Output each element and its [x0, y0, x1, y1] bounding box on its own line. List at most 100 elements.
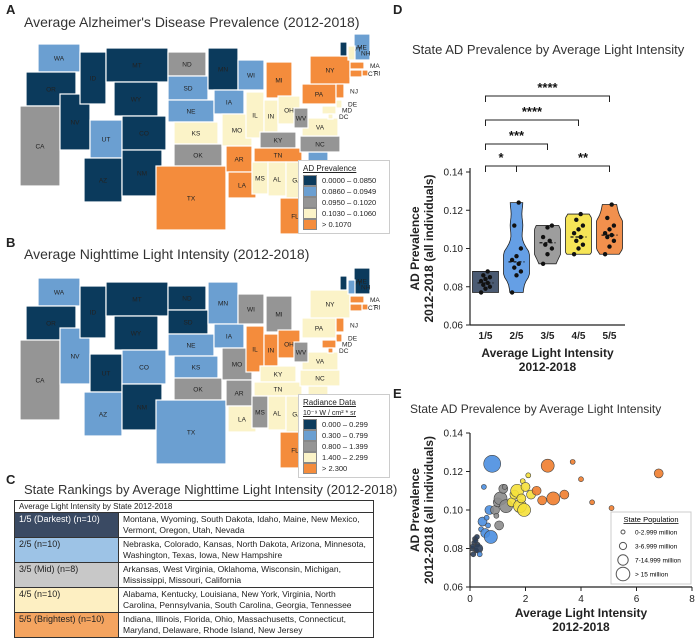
panel-d-letter: D [393, 2, 403, 17]
scatter-point [546, 491, 561, 506]
rankings-row: 3/5 (Mid) (n=8) Arkansas, West Virginia, … [14, 562, 374, 588]
violin-point [607, 227, 612, 232]
legend-b-swatch [303, 452, 317, 463]
map-b-label-oh: OH [284, 342, 294, 349]
map-a-state-wa [37, 43, 81, 73]
scatter-point [473, 543, 484, 554]
map-a-label-vt: VT [353, 47, 361, 54]
map-a-label-az: AZ [99, 178, 107, 185]
scatter-y-tick-label: 0.06 [444, 583, 464, 594]
map-a-state-tx [155, 165, 227, 231]
violin-point [512, 265, 517, 270]
map-a-label-wa: WA [54, 56, 65, 63]
legend-b-subtitle: 10⁻⁹ W / cm² * sr [303, 410, 356, 417]
map-b-label-ma: MA [370, 297, 380, 304]
rankings-tier: 5/5 (Brightest) (n=10) [14, 612, 119, 638]
scatter-x-tick-label: 2 [523, 594, 529, 605]
map-a-state-wi [237, 59, 265, 91]
scatter-x-tick-label: 4 [578, 594, 584, 605]
map-a-state-co [121, 115, 167, 151]
rankings-states: Nebraska, Colorado, Kansas, North Dakota… [118, 537, 374, 563]
violin-point [518, 269, 524, 274]
scatter-point [608, 505, 615, 511]
map-b-label-ky: KY [274, 372, 283, 379]
violin-point [571, 252, 577, 257]
map-b-state-nm [121, 383, 163, 431]
scatter-y-tick-label: 0.10 [444, 506, 464, 517]
map-b-state-mt [105, 281, 169, 317]
map-b-label-dc: DC [339, 348, 349, 355]
map-b-label-mo: MO [232, 362, 242, 369]
map-b-label-il: IL [252, 347, 258, 354]
map-a-state-wv [293, 107, 309, 129]
map-a: WA OR CA NV ID MT WY UT CO AZ NM ND SD NE KS OK TX MN IA MO… [19, 33, 381, 235]
violin-point [578, 211, 583, 217]
map-a-label-ri: RI [374, 71, 381, 78]
scatter-point [484, 530, 498, 544]
map-a-label-or: OR [46, 87, 56, 94]
map-a-label-ca: CA [35, 144, 45, 151]
map-b-label-ne: NE [186, 343, 196, 350]
violin-chart: 0.06 0.08 0.10 0.12 0.14 1/5 2/5 3/5 4/5 5/5 Avera… [408, 80, 625, 374]
map-b-state-la [227, 405, 257, 433]
violin-point [547, 238, 552, 244]
violin-x-tick-label: 4/5 [572, 331, 586, 342]
map-a-state-ma [349, 61, 365, 70]
rankings-states: Indiana, Illinois, Florida, Ohio, Massac… [118, 612, 374, 638]
map-a-label-ct: CT [368, 71, 377, 78]
violin-y-title: AD Prevalence2012-2018 (all individuals) [408, 174, 436, 322]
scatter-point [501, 484, 508, 490]
map-b-state-tx [155, 399, 227, 465]
rankings-tier: 2/5 (n=10) [14, 537, 119, 563]
map-b-state-md [321, 339, 337, 349]
legend-b-title: Radiance Data [303, 398, 356, 407]
rankings-table-header: Average Light Intensity by State 2012-20… [14, 500, 374, 513]
map-a-state-dc [327, 113, 334, 120]
rankings-tier: 3/5 (Mid) (n=8) [14, 562, 119, 588]
population-legend-label: > 15 million [635, 572, 668, 579]
legend-a-label: > 0.1070 [322, 220, 352, 229]
scatter-point [485, 522, 491, 529]
legend-a-item: 0.0000 – 0.0850 [303, 175, 385, 186]
map-a-label-ma: MA [370, 63, 380, 70]
map-b-label-wi: WI [247, 307, 255, 314]
panel-c-letter: C [6, 472, 16, 487]
significance-label: ** [578, 150, 589, 165]
rankings-states: Montana, Wyoming, South Dakota, Idaho, M… [118, 512, 374, 538]
significance-bracket [485, 143, 548, 150]
rankings-tier: 4/5 (n=10) [14, 587, 119, 613]
map-b-label-mt: MT [132, 297, 141, 304]
violin-point [545, 225, 550, 230]
violin-point [516, 200, 521, 205]
map-a-state-md [321, 105, 337, 115]
map-a-label-nc: NC [315, 142, 325, 149]
rankings-tier: 1/5 (Darkest) (n=10) [14, 512, 119, 538]
map-b-label-ar: AR [234, 391, 243, 398]
violin-point [578, 234, 583, 240]
legend-b-swatch [303, 419, 317, 430]
map-b-label-ca: CA [35, 378, 45, 385]
map-b-state-ma [349, 295, 365, 304]
legend-a-title: AD Prevalence [303, 164, 357, 173]
map-a-label-mt: MT [132, 63, 141, 70]
significance-bracket [485, 119, 579, 126]
legend-b-label: 0.800 – 1.399 [322, 442, 368, 451]
population-legend-label: 7-14.999 million [635, 558, 681, 565]
violin-point [609, 232, 614, 238]
map-a-label-wy: WY [131, 97, 142, 104]
rankings-row: 4/5 (n=10) Alabama, Kentucky, Louisiana, … [14, 587, 374, 613]
scatter-point [472, 538, 479, 544]
map-b-label-nh: NH [361, 285, 371, 292]
map-b-label-ri: RI [374, 305, 381, 312]
map-a-label-nd: ND [182, 62, 192, 69]
map-a-label-mi: MI [275, 78, 282, 85]
map-b-label-wy: WY [131, 331, 142, 338]
scatter-y-tick-label: 0.12 [444, 467, 464, 478]
significance-label: **** [522, 104, 543, 119]
map-a-state-ny [309, 55, 351, 85]
scatter-point [589, 499, 595, 506]
map-b-state-vt [339, 275, 348, 291]
map-a-label-ut: UT [102, 137, 111, 144]
map-a-state-wy [113, 81, 159, 117]
violin-point [571, 231, 577, 236]
